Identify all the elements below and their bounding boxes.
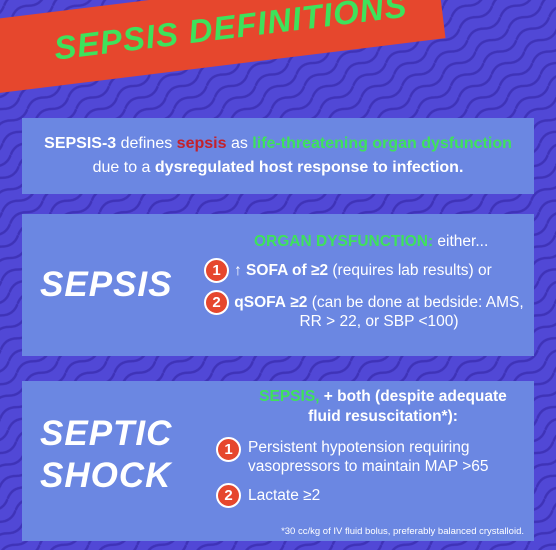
sepsis-box: SEPSIS ORGAN DYSFUNCTION: either... 1 ↑ … <box>22 214 534 356</box>
septic-shock-box: SEPTIC SHOCK SEPSIS, + both (despite ade… <box>22 381 534 541</box>
item: Lactate ≥2 <box>248 486 320 505</box>
text: ≥2 <box>303 487 321 504</box>
text: either... <box>437 233 489 250</box>
item: qSOFA ≥2 (can be done at bedside: AMS, R… <box>234 293 524 331</box>
text: as <box>230 135 248 152</box>
text: (can be done at bedside: AMS, RR > 22, o… <box>299 294 524 330</box>
text: Lactate <box>248 487 299 504</box>
heading: SEPSIS, + both (despite adequate fluid r… <box>248 387 518 427</box>
section-label: SEPTIC SHOCK <box>40 414 173 495</box>
text: SEPSIS, <box>259 388 320 405</box>
text: due to a <box>92 159 151 176</box>
text: ≥2 <box>310 262 329 279</box>
section-label: SEPSIS <box>40 265 173 304</box>
text: + both (despite adequate fluid resuscita… <box>308 388 507 425</box>
heading: ORGAN DYSFUNCTION: either... <box>254 232 488 252</box>
number-badge: 1 <box>216 437 241 462</box>
text: (requires lab results) or <box>332 262 492 279</box>
item: ↑ SOFA of ≥2 (requires lab results) or <box>234 261 524 280</box>
text: sepsis <box>176 135 227 152</box>
definition-box: SEPSIS-3 defines sepsis as life-threaten… <box>22 118 534 194</box>
item: Persistent hypotension requiring vasopre… <box>248 439 489 475</box>
text: ↑ SOFA of <box>234 262 307 279</box>
text: qSOFA <box>234 294 286 311</box>
number-badge: 2 <box>204 290 229 315</box>
text: defines <box>120 135 173 152</box>
footnote: *30 cc/kg of IV fluid bolus, preferably … <box>281 526 524 537</box>
number-badge: 1 <box>204 258 229 283</box>
text: life-threatening organ dysfunction <box>252 135 512 152</box>
number-badge: 2 <box>216 483 241 508</box>
text: SEPSIS-3 <box>44 135 117 152</box>
text: ORGAN DYSFUNCTION: <box>254 233 434 250</box>
text: dysregulated host response to infection. <box>154 159 464 176</box>
text: ≥2 <box>290 294 308 311</box>
